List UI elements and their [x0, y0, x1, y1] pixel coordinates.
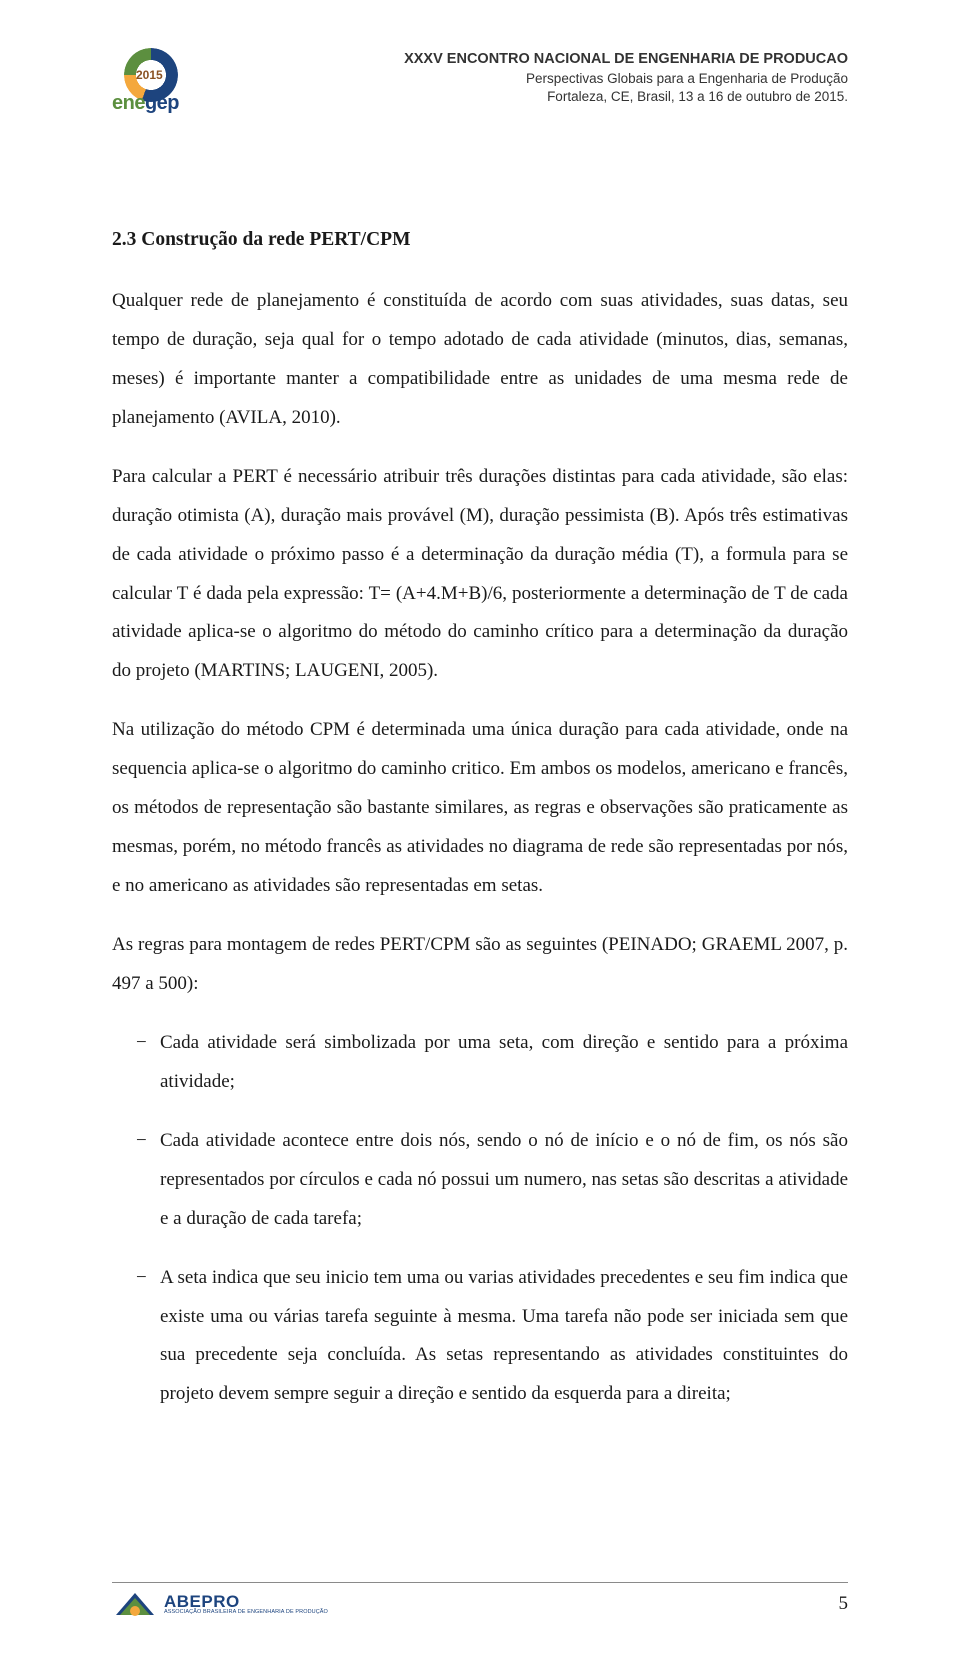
logo-wordmark: enegep [112, 92, 179, 115]
conference-subtitle: Perspectivas Globais para a Engenharia d… [404, 70, 848, 88]
abepro-logo: ABEPRO ASSOCIAÇÃO BRASILEIRA DE ENGENHAR… [112, 1589, 328, 1619]
rules-list: Cada atividade será simbolizada por uma … [112, 1024, 848, 1414]
list-item: Cada atividade será simbolizada por uma … [112, 1024, 848, 1102]
page: 2015 enegep XXXV ENCONTRO NACIONAL DE EN… [0, 0, 960, 1657]
page-body: 2.3 Construção da rede PERT/CPM Qualquer… [112, 220, 848, 1414]
logo-year: 2015 [136, 68, 163, 82]
paragraph: Qualquer rede de planejamento é constitu… [112, 282, 848, 438]
section-heading: 2.3 Construção da rede PERT/CPM [112, 220, 848, 260]
page-header: 2015 enegep XXXV ENCONTRO NACIONAL DE EN… [112, 48, 848, 120]
paragraph: As regras para montagem de redes PERT/CP… [112, 926, 848, 1004]
paragraph: Na utilização do método CPM é determinad… [112, 711, 848, 906]
enegep-logo: 2015 enegep [112, 48, 202, 120]
page-number: 5 [839, 1593, 849, 1615]
conference-title: XXXV ENCONTRO NACIONAL DE ENGENHARIA DE … [404, 50, 848, 70]
paragraph: Para calcular a PERT é necessário atribu… [112, 458, 848, 692]
footer-brand: ABEPRO [164, 1593, 328, 1610]
abepro-mark-icon [112, 1589, 158, 1619]
footer-subtitle: ASSOCIAÇÃO BRASILEIRA DE ENGENHARIA DE P… [164, 1610, 328, 1616]
page-footer: ABEPRO ASSOCIAÇÃO BRASILEIRA DE ENGENHAR… [112, 1582, 848, 1619]
conference-header-text: XXXV ENCONTRO NACIONAL DE ENGENHARIA DE … [404, 48, 848, 106]
list-item: A seta indica que seu inicio tem uma ou … [112, 1259, 848, 1415]
list-item: Cada atividade acontece entre dois nós, … [112, 1122, 848, 1239]
conference-location-date: Fortaleza, CE, Brasil, 13 a 16 de outubr… [404, 88, 848, 106]
abepro-text: ABEPRO ASSOCIAÇÃO BRASILEIRA DE ENGENHAR… [164, 1593, 328, 1616]
footer-rule [112, 1582, 848, 1583]
footer-row: ABEPRO ASSOCIAÇÃO BRASILEIRA DE ENGENHAR… [112, 1589, 848, 1619]
